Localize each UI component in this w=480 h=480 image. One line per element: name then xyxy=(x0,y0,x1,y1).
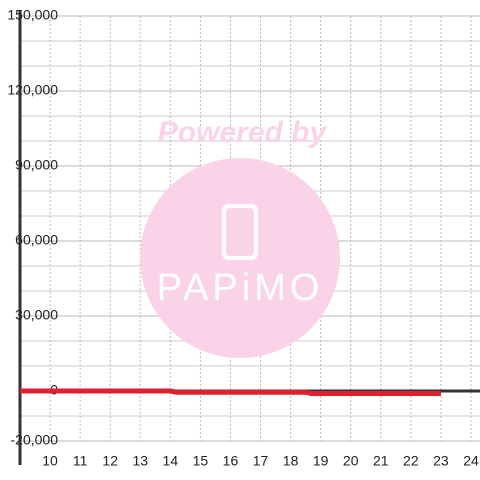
y-tick-label: 90,000 xyxy=(15,157,58,173)
x-tick-label: 17 xyxy=(253,453,269,469)
watermark-title: Powered by xyxy=(158,116,328,149)
x-tick-label: 19 xyxy=(313,453,329,469)
x-tick-label: 13 xyxy=(132,453,148,469)
x-tick-label: 21 xyxy=(373,453,389,469)
x-tick-label: 18 xyxy=(283,453,299,469)
x-tick-label: 23 xyxy=(433,453,449,469)
x-tick-label: 15 xyxy=(193,453,209,469)
y-tick-label: -20,000 xyxy=(11,432,59,448)
x-tick-label: 16 xyxy=(223,453,239,469)
x-tick-label: 20 xyxy=(343,453,359,469)
x-tick-label: 22 xyxy=(403,453,419,469)
y-tick-label: 120,000 xyxy=(7,82,58,98)
y-tick-label: 60,000 xyxy=(15,232,58,248)
x-tick-label: 14 xyxy=(163,453,179,469)
watermark-phone-icon xyxy=(222,204,258,260)
y-tick-label: 30,000 xyxy=(15,307,58,323)
x-tick-label: 10 xyxy=(42,453,58,469)
x-tick-label: 12 xyxy=(102,453,118,469)
x-tick-label: 24 xyxy=(463,453,479,469)
line-series xyxy=(20,388,441,396)
watermark-logo: PAPiMO xyxy=(157,267,324,309)
y-tick-label: 150,000 xyxy=(7,7,58,23)
x-tick-label: 11 xyxy=(73,453,88,469)
